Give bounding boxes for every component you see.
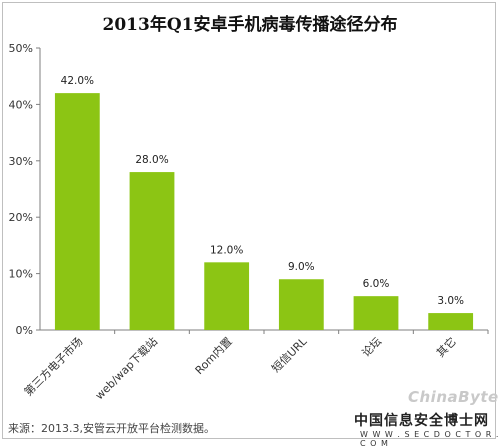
- bar: [428, 313, 474, 330]
- bar: [54, 93, 100, 331]
- y-tick-label: 20%: [9, 211, 33, 224]
- bar-value-label: 3.0%: [437, 295, 464, 307]
- chart-frame: [2, 2, 496, 439]
- y-tick-label: 30%: [9, 155, 33, 168]
- y-tick-label: 50%: [9, 42, 33, 55]
- secdoctor-watermark: 中国信息安全博士网: [354, 413, 489, 429]
- bar-value-label: 12.0%: [210, 244, 243, 256]
- y-tick-label: 10%: [9, 268, 33, 281]
- bar-value-label: 28.0%: [135, 154, 168, 166]
- y-tick-label: 40%: [9, 98, 33, 111]
- source-note: 来源：2013.3,安管云开放平台检测数据。: [8, 422, 215, 435]
- bar-value-label: 6.0%: [363, 278, 390, 290]
- category-label: 其它: [433, 334, 458, 359]
- bar-value-label: 9.0%: [288, 261, 315, 273]
- bar-value-label: 42.0%: [61, 75, 94, 87]
- category-label: 论坛: [359, 334, 384, 359]
- chart-title: 2013年Q1安卓手机病毒传播途径分布: [102, 15, 398, 35]
- category-label: web/wap下载站: [92, 334, 160, 402]
- bar: [204, 262, 250, 330]
- category-label: 短信URL: [269, 334, 311, 376]
- bar: [353, 296, 399, 330]
- chinabyte-watermark: ChinaByte: [408, 388, 499, 406]
- bar: [129, 172, 175, 330]
- secdoctor-url-watermark: W W W . S E C D O C T O R . C O M: [360, 430, 500, 448]
- category-label: 第三方电子市场: [21, 334, 85, 398]
- category-label: Rom内置: [192, 334, 235, 377]
- bar: [278, 279, 324, 330]
- y-tick-label: 0%: [16, 324, 33, 337]
